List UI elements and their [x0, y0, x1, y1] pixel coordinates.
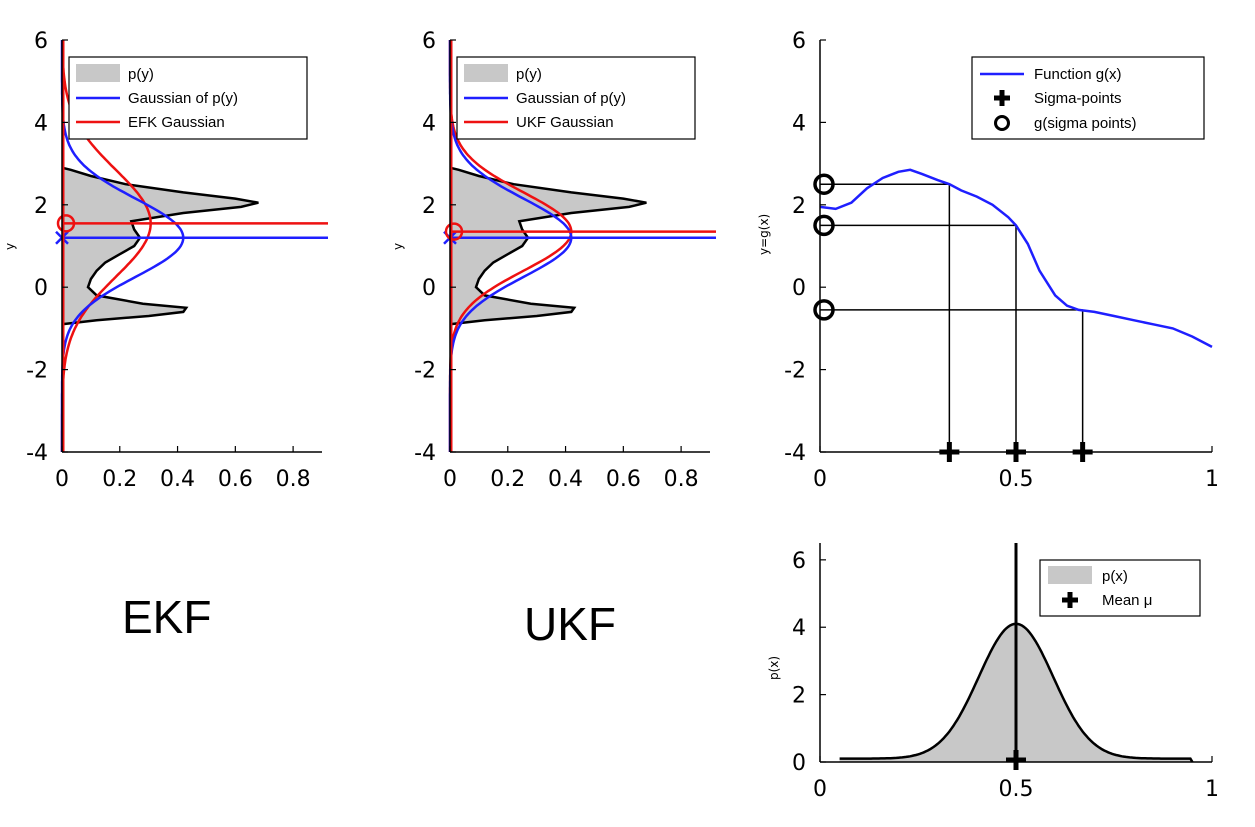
ukf-x-tick-label: 0.2 — [490, 467, 525, 492]
ukf-x-tick-label: 0.8 — [664, 467, 699, 492]
prior-legend-entry-mean: Mean μ — [1102, 592, 1152, 609]
transform-function-line — [819, 168, 1213, 349]
ekf-y-tick-label: 0 — [34, 276, 48, 301]
transform-y-tick-label: -4 — [784, 441, 806, 466]
caption-ukf: UKF — [524, 598, 616, 650]
ukf-y-tick-label: 0 — [422, 276, 436, 301]
transform-legend-box — [971, 56, 1205, 140]
prior-legend-plus-icon — [1062, 592, 1078, 608]
ekf-x-tick-label: 0.2 — [102, 467, 137, 492]
ekf-x-tick-label: 0.6 — [218, 467, 253, 492]
ukf-legend-entry-gaussian: Gaussian of p(y) — [516, 90, 626, 107]
ekf-red-mean-marker — [56, 214, 76, 233]
ukf-x-tick-label: 0.4 — [548, 467, 583, 492]
transform-legend-entry-function: Function g(x) — [1034, 66, 1122, 83]
transform-x-tick-label: 0.5 — [999, 467, 1034, 492]
ekf-x-tick-label: 0 — [55, 467, 69, 492]
transform-legend-entry-g-sigma: g(sigma points) — [1034, 115, 1137, 132]
transform-y-tick-label: 4 — [792, 111, 806, 136]
ukf-legend-entry-ukf: UKF Gaussian — [516, 114, 614, 131]
ukf-y-tick-label: -4 — [414, 441, 436, 466]
prior-x-tick-label: 1 — [1205, 777, 1219, 802]
ekf-x-tick-label: 0.4 — [160, 467, 195, 492]
ekf-panel: 0 0.2 0.4 0.6 0.8 -4 -2 0 2 4 6 — [26, 29, 328, 492]
prior-legend-entry-px: p(x) — [1102, 568, 1128, 585]
ekf-y-tick-label: -4 — [26, 441, 48, 466]
ukf-x-tick-label: 0.6 — [606, 467, 641, 492]
transform-y-tick-label: -2 — [784, 359, 806, 384]
prior-panel: 0 0.5 1 0 2 4 6 — [792, 543, 1219, 802]
transform-legend-plus-icon — [994, 90, 1010, 106]
ekf-py-outline — [61, 166, 259, 326]
ukf-y-tick-label: 4 — [422, 111, 436, 136]
ukf-y-axis-label: y — [391, 243, 405, 250]
transform-y-axis-label: y=g(x) — [757, 214, 771, 255]
caption-ekf: EKF — [122, 591, 211, 643]
ukf-y-tick-label: 6 — [422, 29, 436, 54]
ukf-red-mean-marker — [444, 222, 464, 241]
ekf-legend-entry-efk: EFK Gaussian — [128, 114, 225, 131]
transform-legend-entry-sigma: Sigma-points — [1034, 90, 1122, 107]
ekf-x-tick-label: 0.8 — [276, 467, 311, 492]
prior-y-tick-label: 2 — [792, 684, 806, 709]
ukf-legend-fill-swatch — [464, 64, 508, 82]
prior-y-tick-label: 0 — [792, 751, 806, 776]
transform-legend-circle-icon — [994, 115, 1010, 131]
prior-legend-fill-swatch — [1048, 566, 1092, 584]
transform-panel: 0 0.5 1 -4 -2 0 2 4 6 — [784, 29, 1219, 492]
ukf-y-tick-label: -2 — [414, 359, 436, 384]
prior-x-tick-label: 0.5 — [999, 777, 1034, 802]
ukf-legend: p(y) Gaussian of p(y) UKF Gaussian — [456, 56, 696, 140]
transform-y-tick-label: 0 — [792, 276, 806, 301]
ekf-legend: p(y) Gaussian of p(y) EFK Gaussian — [68, 56, 308, 140]
ukf-panel: 0 0.2 0.4 0.6 0.8 -4 -2 0 2 4 6 — [414, 29, 716, 492]
ukf-legend-entry-py: p(y) — [516, 66, 542, 83]
ekf-y-tick-label: 2 — [34, 194, 48, 219]
transform-y-tick-label: 6 — [792, 29, 806, 54]
transform-x-tick-label: 1 — [1205, 467, 1219, 492]
ekf-legend-entry-py: p(y) — [128, 66, 154, 83]
transform-g-sigma-marker — [813, 173, 835, 195]
ekf-y-tick-label: 6 — [34, 29, 48, 54]
transform-legend: Function g(x) Sigma-points g(sigma point… — [971, 56, 1205, 140]
ukf-py-area — [450, 167, 647, 325]
ekf-legend-entry-gaussian: Gaussian of p(y) — [128, 90, 238, 107]
ekf-y-tick-label: -2 — [26, 359, 48, 384]
transform-g-sigma-marker — [813, 214, 835, 237]
ekf-y-tick-label: 4 — [34, 111, 48, 136]
transform-x-tick-label: 0 — [813, 467, 827, 492]
prior-y-tick-label: 6 — [792, 549, 806, 574]
ekf-py-area — [62, 167, 259, 325]
ukf-py-outline — [449, 166, 647, 326]
ukf-y-tick-label: 2 — [422, 194, 436, 219]
prior-y-tick-label: 4 — [792, 616, 806, 641]
prior-y-axis-label: p(x) — [767, 656, 781, 680]
ekf-y-axis-label: y — [3, 243, 17, 250]
prior-x-tick-label: 0 — [813, 777, 827, 802]
prior-legend: p(x) Mean μ — [1039, 559, 1201, 617]
ekf-legend-fill-swatch — [76, 64, 120, 82]
transform-g-sigma-marker — [813, 299, 835, 321]
transform-y-tick-label: 2 — [792, 194, 806, 219]
ukf-x-tick-label: 0 — [443, 467, 457, 492]
